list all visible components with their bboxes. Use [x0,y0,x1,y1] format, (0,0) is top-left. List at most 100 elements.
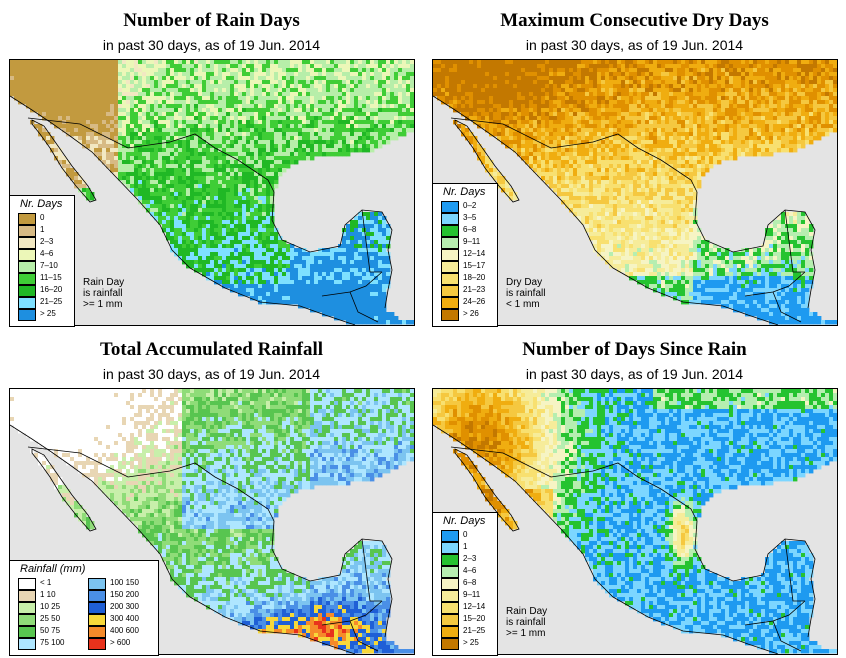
grid-cell [206,268,211,273]
grid-cell [382,96,387,101]
grid-cell [278,84,283,89]
grid-cell [246,276,251,281]
grid-cell [673,92,678,97]
grid-cell [294,68,299,73]
grid-cell [473,80,478,85]
grid-cell [206,264,211,269]
grid-cell [194,224,199,229]
grid-cell [290,64,295,69]
grid-cell [58,100,63,105]
grid-cell [581,64,586,69]
grid-cell [394,100,399,105]
grid-cell [214,132,219,137]
grid-cell [549,80,554,85]
grid-cell [334,96,339,101]
grid-cell [78,88,83,93]
grid-cell [246,96,251,101]
grid-cell [198,220,203,225]
grid-cell [286,100,291,105]
grid-cell [234,68,239,73]
grid-cell [569,68,574,73]
grid-cell [330,276,335,281]
grid-cell [350,292,355,297]
grid-cell [497,60,502,65]
grid-cell [370,144,375,149]
grid-cell [613,68,618,73]
grid-cell [210,192,215,197]
grid-cell [346,108,351,113]
grid-cell [154,176,159,181]
grid-cell [274,108,279,113]
grid-cell [98,144,103,149]
grid-cell [366,244,371,249]
grid-cell [593,72,598,77]
grid-cell [290,300,295,305]
grid-cell [517,68,522,73]
grid-cell [210,220,215,225]
grid-cell [146,68,151,73]
grid-cell [641,84,646,89]
grid-cell [146,84,151,89]
grid-cell [573,80,578,85]
grid-cell [190,68,195,73]
grid-cell [238,68,243,73]
grid-cell [218,128,223,133]
grid-cell [154,180,159,185]
grid-cell [206,220,211,225]
grid-cell [330,260,335,265]
grid-cell [274,176,279,181]
grid-cell [162,104,167,109]
grid-cell [785,60,790,65]
grid-cell [142,88,147,93]
grid-cell [366,104,371,109]
grid-cell [717,88,722,93]
grid-cell [46,80,51,85]
grid-cell [410,68,414,73]
grid-cell [202,220,207,225]
grid-cell [202,108,207,113]
grid-cell [621,88,626,93]
grid-cell [198,240,203,245]
grid-cell [378,252,383,257]
grid-cell [390,316,395,321]
grid-cell [250,100,255,105]
grid-cell [406,124,411,129]
grid-cell [282,108,287,113]
grid-cell [382,232,387,237]
grid-cell [146,128,151,133]
grid-cell [210,268,215,273]
grid-cell [274,88,279,93]
grid-cell [569,72,574,77]
grid-cell [178,152,183,157]
grid-cell [342,124,347,129]
grid-cell [146,208,151,213]
grid-cell [318,144,323,149]
grid-cell [210,164,215,169]
grid-cell [354,244,359,249]
grid-cell [318,300,323,305]
grid-cell [114,144,119,149]
grid-cell [330,144,335,149]
grid-cell [489,76,494,81]
grid-cell [154,204,159,209]
grid-cell [82,100,87,105]
grid-cell [378,244,383,249]
grid-cell [158,152,163,157]
grid-cell [761,76,766,81]
grid-cell [234,236,239,241]
grid-cell [457,68,462,73]
panel-title: Number of Rain Days [123,10,300,31]
grid-cell [122,68,127,73]
grid-cell [246,200,251,205]
grid-cell [158,128,163,133]
grid-cell [230,236,235,241]
grid-cell [182,180,187,185]
grid-cell [250,120,255,125]
grid-cell [346,136,351,141]
grid-cell [561,92,566,97]
grid-cell [294,60,299,65]
grid-cell [681,68,686,73]
grid-cell [378,268,383,273]
grid-cell [286,132,291,137]
grid-cell [234,216,239,221]
